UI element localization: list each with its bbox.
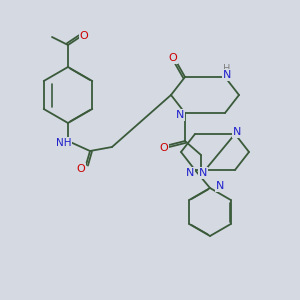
- Text: O: O: [160, 143, 168, 153]
- Text: NH: NH: [56, 138, 72, 148]
- Text: H: H: [223, 64, 231, 74]
- Text: N: N: [233, 127, 241, 137]
- Text: N: N: [176, 110, 184, 120]
- Text: O: O: [76, 164, 85, 174]
- Text: N: N: [186, 168, 194, 178]
- Text: O: O: [169, 53, 177, 63]
- Text: O: O: [80, 31, 88, 41]
- Text: N: N: [216, 181, 224, 191]
- Text: N: N: [223, 70, 231, 80]
- Text: N: N: [199, 168, 207, 178]
